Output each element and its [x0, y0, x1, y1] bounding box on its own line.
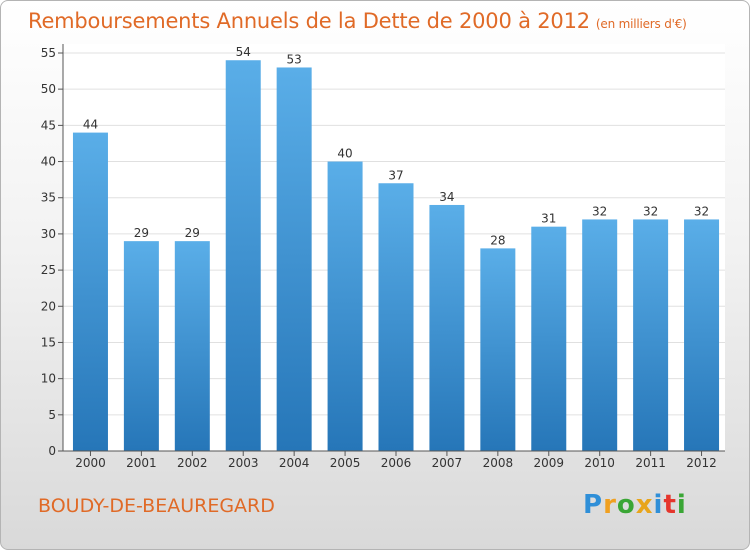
bar	[582, 219, 618, 451]
y-tick-label: 10	[41, 372, 56, 386]
logo-letter: P	[583, 490, 604, 520]
bar	[378, 183, 414, 451]
bar	[633, 219, 669, 451]
y-tick-label: 5	[48, 408, 56, 422]
data-label: 31	[541, 212, 556, 226]
x-tick-label: 2008	[483, 456, 514, 470]
logo-letter: i	[676, 490, 687, 520]
x-tick-label: 2002	[177, 456, 208, 470]
logo-letter: x	[635, 490, 654, 520]
x-tick-label: 2007	[432, 456, 463, 470]
x-tick-label: 2001	[126, 456, 157, 470]
data-label: 32	[694, 204, 709, 218]
y-tick-label: 55	[41, 46, 56, 60]
x-tick-label: 2011	[635, 456, 666, 470]
data-label: 40	[337, 147, 352, 161]
logo-letter: t	[663, 490, 677, 520]
data-label: 28	[490, 233, 505, 247]
x-tick-label: 2003	[228, 456, 259, 470]
data-label: 32	[643, 204, 658, 218]
data-label: 54	[236, 45, 251, 59]
x-tick-label: 2009	[533, 456, 564, 470]
bar	[327, 161, 363, 451]
x-tick-label: 2006	[381, 456, 412, 470]
axes: 0 5 10 15 20 25 30 35 40 45 50 55 2000 2001 2002 2003 20…	[41, 44, 725, 470]
x-tick-label: 2012	[686, 456, 717, 470]
chart-title: Remboursements Annuels de la Dette de 20…	[28, 9, 687, 33]
proxiti-logo[interactable]: Proxiti	[583, 490, 687, 520]
data-labels: 44 29 29 54 53 40 37 34 28 31 32 32 32	[83, 45, 709, 247]
x-tick-label: 2004	[279, 456, 310, 470]
bars	[72, 60, 720, 452]
data-label: 37	[388, 168, 403, 182]
data-label: 53	[287, 52, 302, 66]
data-label: 29	[185, 226, 200, 240]
logo-letter: o	[616, 490, 636, 520]
y-tick-label: 45	[41, 118, 56, 132]
x-tick-label: 2010	[584, 456, 615, 470]
bar	[480, 248, 516, 451]
bar	[123, 241, 159, 451]
data-label: 34	[439, 190, 454, 204]
x-tick-label: 2005	[330, 456, 361, 470]
bar	[276, 67, 312, 452]
logo-letter: i	[653, 490, 664, 520]
data-label: 44	[83, 118, 98, 132]
x-tick-label: 2000	[75, 456, 106, 470]
y-tick-label: 30	[41, 227, 56, 241]
y-tick-label: 50	[41, 82, 56, 96]
chart-subtitle: (en milliers d'€)	[595, 17, 687, 31]
bar	[684, 219, 720, 451]
y-tick-label: 25	[41, 263, 56, 277]
bar	[225, 60, 261, 452]
y-tick-label: 40	[41, 155, 56, 169]
y-tick-label: 0	[48, 444, 56, 458]
data-label: 32	[592, 204, 607, 218]
bar	[429, 204, 465, 451]
y-tick-label: 15	[41, 335, 56, 349]
data-label: 29	[134, 226, 149, 240]
bar	[174, 241, 210, 451]
bar	[531, 226, 567, 451]
logo-letter: r	[603, 490, 617, 520]
y-tick-label: 20	[41, 299, 56, 313]
y-tick-label: 35	[41, 191, 56, 205]
town-name: BOUDY-DE-BEAUREGARD	[38, 495, 275, 517]
bar	[72, 132, 108, 451]
